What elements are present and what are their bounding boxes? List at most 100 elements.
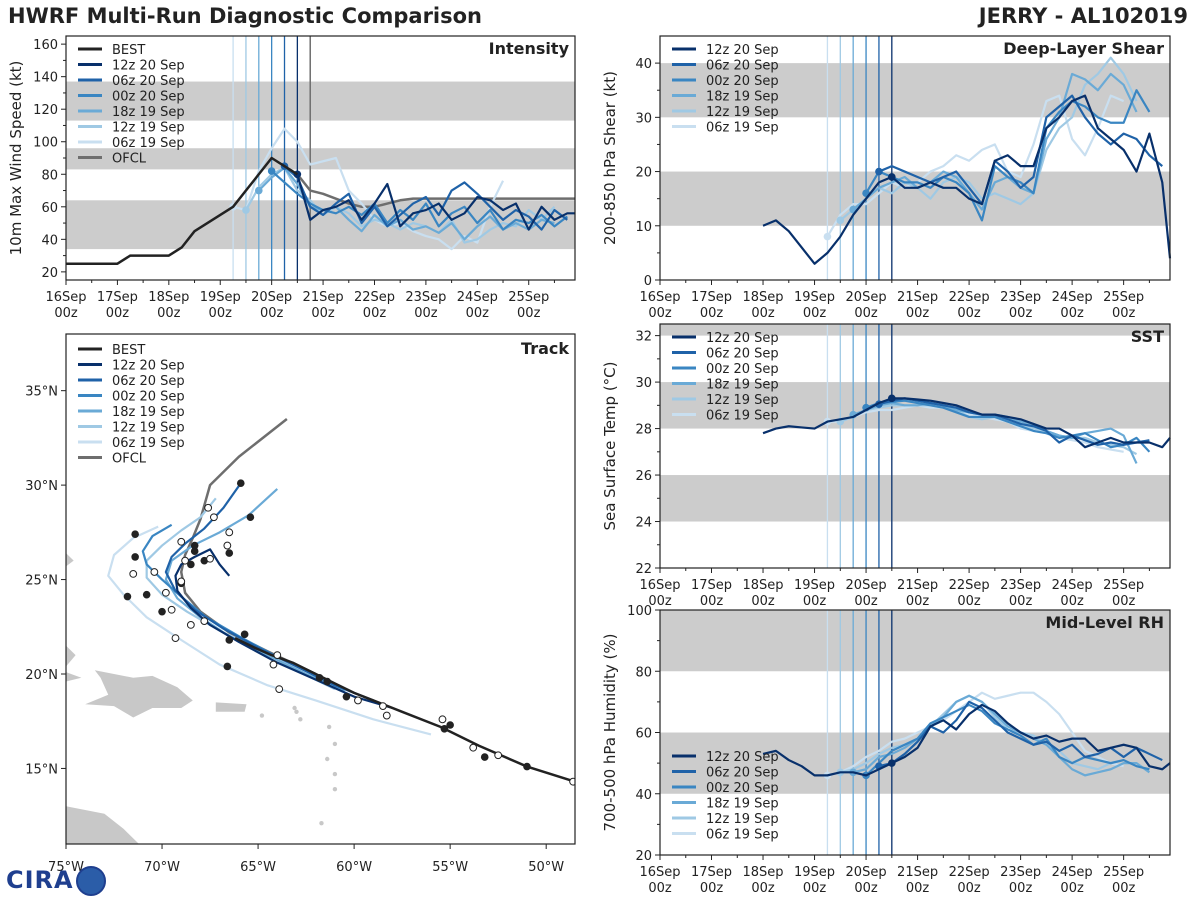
lat-tick-label: 35°N <box>25 385 58 400</box>
x-tick-label: 22Sep <box>949 865 990 880</box>
legend-label: 00z 20 Sep <box>112 390 185 405</box>
x-tick-label: 17Sep <box>691 290 732 305</box>
x-tick-label: 00z <box>466 306 490 321</box>
x-tick-label: 00z <box>854 306 878 321</box>
track-point-hollow <box>438 715 447 724</box>
y-tick-label: 100 <box>33 136 58 151</box>
threshold-band <box>660 171 1170 226</box>
init-point <box>888 394 896 403</box>
legend-label: 06z 20 Sep <box>706 347 779 362</box>
x-tick-label: 16Sep <box>45 290 86 305</box>
series-line-00z-20-sep <box>865 89 1151 222</box>
track-point-hollow <box>273 651 282 660</box>
lon-tick-label: 60°W <box>336 860 372 875</box>
x-tick-label: 00z <box>1060 594 1084 609</box>
x-tick-label: 22Sep <box>354 290 395 305</box>
track-line-06z-19-sep <box>107 525 432 736</box>
track-point-filled <box>158 607 166 616</box>
x-tick-label: 19Sep <box>794 290 835 305</box>
plot-frame <box>65 333 576 845</box>
panel-title: Deep-Layer Shear <box>1003 39 1164 58</box>
track-point-hollow <box>225 528 234 537</box>
y-tick-label: 20 <box>635 849 652 864</box>
lon-tick-label: 55°W <box>432 860 468 875</box>
legend-label: 12z 20 Sep <box>112 359 185 374</box>
x-tick-label: 17Sep <box>97 290 138 305</box>
lat-tick-label: 25°N <box>25 574 58 589</box>
panel-mid-level-rh: 2040608010016Sep00z17Sep00z18Sep00z19Sep… <box>601 604 1171 896</box>
plot-frame <box>659 35 1171 281</box>
series-line-18z-19-sep <box>852 72 1138 211</box>
track-point-filled <box>225 636 234 644</box>
threshold-band <box>66 81 575 121</box>
track-point-hollow <box>469 743 478 752</box>
x-tick-label: 19Sep <box>200 290 241 305</box>
figure-title-left: HWRF Multi-Run Diagnostic Comparison <box>8 4 483 28</box>
panel-intensity: 2040608010012014016016Sep00z17Sep00z18Se… <box>7 35 576 321</box>
track-point-hollow <box>275 685 284 694</box>
x-tick-label: 00z <box>751 881 775 896</box>
track-point-hollow <box>204 503 213 512</box>
x-tick-label: 24Sep <box>1052 578 1093 593</box>
init-point <box>888 759 896 767</box>
y-tick-label: 140 <box>33 71 58 86</box>
legend-label: 06z 20 Sep <box>112 74 185 89</box>
x-tick-label: 18Sep <box>148 290 189 305</box>
track-point-hollow <box>177 577 186 586</box>
y-tick-label: 20 <box>635 166 652 181</box>
series-line-12z-20-sep <box>296 173 575 231</box>
x-tick-label: 00z <box>906 306 930 321</box>
x-tick-label: 00z <box>648 306 672 321</box>
series-line-12z-20-sep <box>762 94 1172 265</box>
plot-frame <box>659 323 1171 569</box>
track-point-hollow <box>171 634 180 643</box>
series-line-18z-19-sep <box>852 694 1151 777</box>
threshold-band <box>660 610 1170 672</box>
track-point-filled <box>223 662 232 671</box>
track-point-hollow <box>161 588 170 597</box>
track-point-filled <box>246 513 255 522</box>
legend-label: 06z 20 Sep <box>706 59 779 74</box>
x-tick-label: 00z <box>957 306 981 321</box>
legend-label: 18z 19 Sep <box>706 90 779 105</box>
island <box>298 717 303 722</box>
init-point <box>255 186 263 195</box>
track-point-filled <box>240 630 249 639</box>
x-tick-label: 25Sep <box>1103 865 1144 880</box>
x-tick-label: 23Sep <box>1000 865 1041 880</box>
legend-label: 18z 19 Sep <box>112 405 185 420</box>
panel-title: SST <box>1131 327 1164 346</box>
legend-label: 12z 20 Sep <box>112 59 185 74</box>
track-point-hollow <box>569 777 575 786</box>
x-tick-label: 00z <box>957 594 981 609</box>
x-tick-label: 00z <box>1112 881 1136 896</box>
land-mass <box>66 645 76 667</box>
y-tick-label: 60 <box>635 727 652 742</box>
y-tick-label: 22 <box>635 562 652 577</box>
island <box>259 713 265 718</box>
island <box>292 705 297 711</box>
series-line-12z-20-sep <box>762 703 1171 777</box>
island <box>294 709 299 714</box>
panel-sst: 22242628303216Sep00z17Sep00z18Sep00z19Se… <box>601 323 1171 609</box>
y-tick-label: 24 <box>635 516 652 531</box>
init-point <box>242 206 250 214</box>
x-tick-label: 23Sep <box>1000 290 1041 305</box>
y-axis-label: 10m Max Wind Speed (kt) <box>7 61 25 256</box>
lon-tick-label: 50°W <box>528 860 564 875</box>
track-point-filled <box>323 677 332 686</box>
panel-deep-layer-shear: 01020304016Sep00z17Sep00z18Sep00z19Sep00… <box>601 35 1172 321</box>
x-tick-label: 00z <box>648 594 672 609</box>
legend-label: 12z 19 Sep <box>706 393 779 408</box>
y-tick-label: 26 <box>635 469 652 484</box>
x-tick-label: 00z <box>1112 594 1136 609</box>
lat-tick-label: 15°N <box>25 762 58 777</box>
x-tick-label: 22Sep <box>949 578 990 593</box>
series-line-06z-20-sep <box>878 94 1163 206</box>
x-tick-label: 00z <box>311 306 335 321</box>
init-point <box>836 216 845 225</box>
y-tick-label: 80 <box>635 665 652 680</box>
legend-label: 00z 20 Sep <box>706 362 779 377</box>
track-point-hollow <box>150 568 159 576</box>
x-tick-label: 00z <box>906 594 930 609</box>
